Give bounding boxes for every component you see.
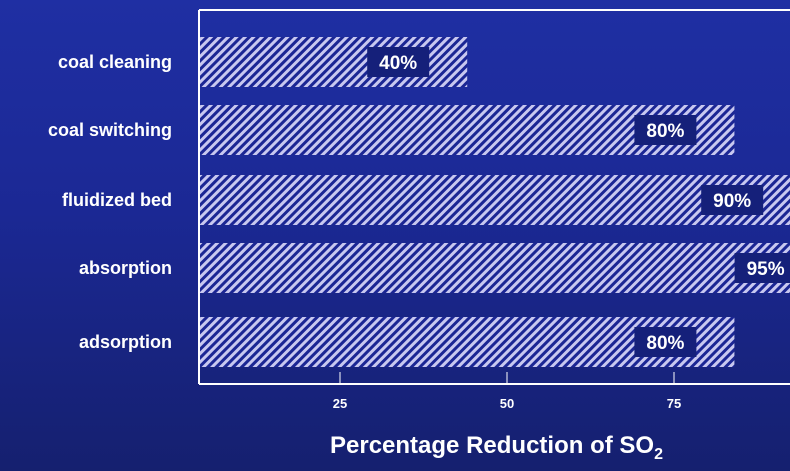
data-label-box [367, 47, 430, 77]
x-tick-label: 25 [333, 396, 347, 411]
data-label-box [734, 253, 790, 283]
x-tick-label: 50 [500, 396, 514, 411]
category-label: fluidized bed [62, 190, 172, 210]
x-ticks-layer: 25 50 75 [333, 372, 681, 411]
x-tick-label: 75 [667, 396, 681, 411]
category-label: coal switching [48, 120, 172, 140]
category-label: absorption [79, 258, 172, 278]
category-labels-layer: coal cleaning coal switching fluidized bed… [48, 52, 172, 352]
data-label: 80% [646, 333, 684, 354]
data-label: 80% [646, 121, 684, 142]
x-axis-title: Percentage Reduction of SO2 [330, 432, 663, 463]
data-label: 90% [713, 191, 751, 212]
bar-absorption [200, 243, 790, 293]
plot-frame [198, 9, 790, 385]
category-label: coal cleaning [58, 52, 172, 72]
bars-layer: 40% 80% 90% 95% 80% [200, 37, 790, 367]
x-axis-title-subscript: 2 [654, 446, 663, 463]
data-label-box [634, 115, 697, 145]
data-label-box [701, 185, 764, 215]
data-label: 40% [379, 53, 417, 74]
x-axis-title-main: Percentage Reduction of SO [330, 432, 655, 459]
category-label: adsorption [79, 332, 172, 352]
data-label-box [634, 327, 697, 357]
bar-fluidized-bed [200, 175, 790, 225]
data-label: 95% [747, 259, 785, 280]
